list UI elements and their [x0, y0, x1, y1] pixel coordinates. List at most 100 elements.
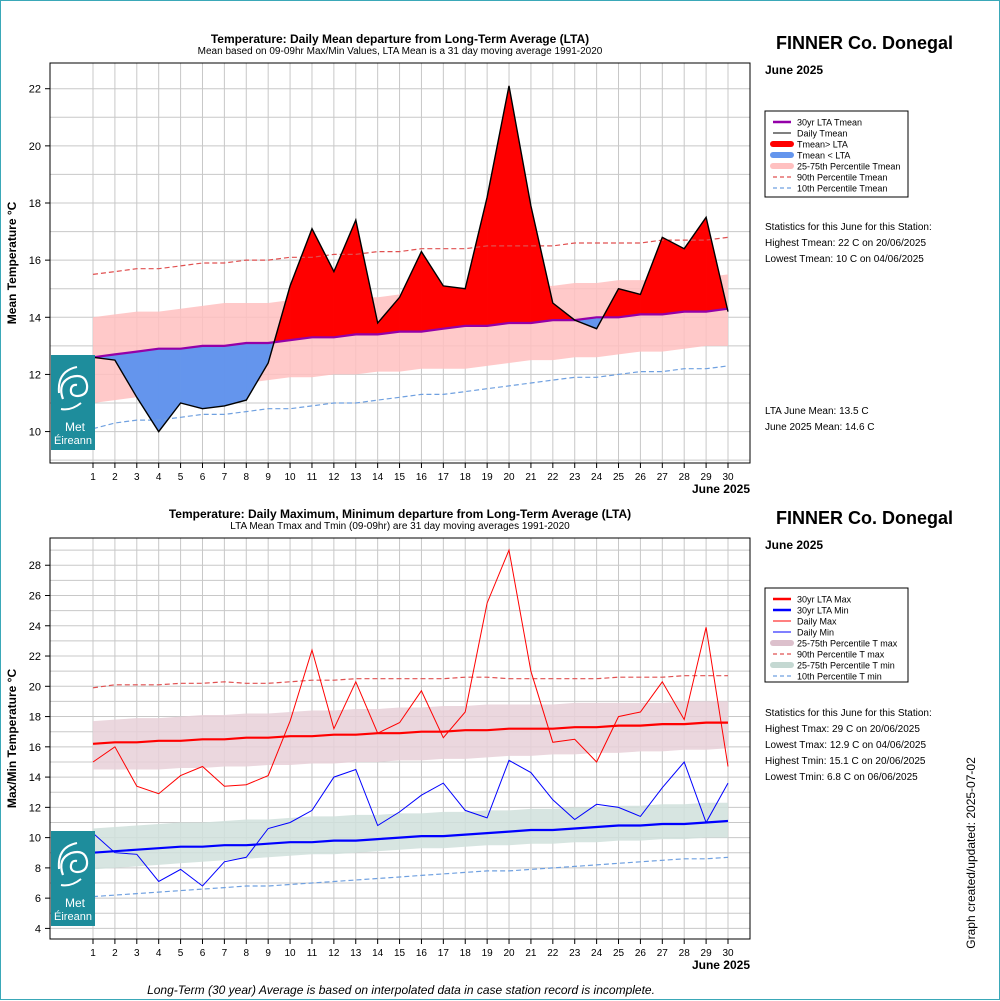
x-tick-label: 21	[525, 948, 537, 959]
y-tick-label: 26	[29, 591, 41, 603]
logo-background	[51, 831, 95, 926]
stats-header: Statistics for this June for this Statio…	[765, 708, 932, 719]
legend-label: 90th Percentile Tmean	[797, 173, 887, 183]
y-tick-label: 12	[29, 802, 41, 814]
x-tick-label: 10	[285, 948, 297, 959]
y-tick-label: 16	[29, 255, 41, 267]
x-axis-label: June 2025	[692, 482, 750, 496]
x-tick-label: 4	[156, 472, 162, 483]
legend-label: Daily Max	[797, 617, 837, 627]
y-tick-label: 18	[29, 712, 41, 724]
x-tick-label: 26	[635, 472, 647, 483]
x-tick-label: 3	[134, 472, 140, 483]
chart-subtitle: LTA Mean Tmax and Tmin (09-09hr) are 31 …	[230, 521, 570, 532]
stats-line: Lowest Tmean: 10 C on 04/06/2025	[765, 254, 924, 265]
stats-line: Highest Tmean: 22 C on 20/06/2025	[765, 238, 926, 249]
area-below-lta	[180, 345, 203, 410]
x-tick-label: 13	[350, 472, 362, 483]
x-tick-label: 7	[222, 948, 228, 959]
x-tick-label: 27	[657, 472, 669, 483]
x-tick-label: 15	[394, 948, 406, 959]
y-tick-label: 20	[29, 141, 41, 153]
logo-tail	[60, 402, 82, 411]
stats-line: Lowest Tmax: 12.9 C on 04/06/2025	[765, 740, 926, 751]
x-tick-label: 19	[482, 948, 494, 959]
x-tick-label: 1	[90, 948, 96, 959]
legend-label: 30yr LTA Max	[797, 595, 852, 605]
stats-line: Highest Tmax: 29 C on 20/06/2025	[765, 724, 920, 735]
x-tick-label: 11	[307, 472, 318, 483]
x-tick-label: 20	[503, 472, 515, 483]
x-tick-label: 23	[569, 472, 581, 483]
logo-swirl	[60, 850, 89, 876]
x-tick-label: 29	[701, 472, 713, 483]
x-tick-label: 13	[350, 948, 362, 959]
x-tick-label: 14	[372, 948, 384, 959]
legend-label: 30yr LTA Tmean	[797, 118, 862, 128]
x-tick-label: 17	[438, 472, 450, 483]
x-tick-label: 5	[178, 948, 184, 959]
x-tick-label: 16	[416, 472, 428, 483]
area-above-lta	[443, 285, 466, 329]
logo-tail	[60, 878, 82, 887]
daily-max-line	[92, 548, 729, 795]
x-tick-label: 2	[112, 948, 118, 959]
summary-line: LTA June Mean: 13.5 C	[765, 406, 869, 417]
x-tick-label: 11	[307, 948, 318, 959]
updated-note: Graph created/updated: 2025-07-02	[964, 757, 978, 949]
y-tick-label: 14	[29, 312, 41, 324]
x-tick-label: 10	[285, 472, 297, 483]
stats-line: Lowest Tmin: 6.8 C on 06/06/2025	[765, 772, 918, 783]
station-name: FINNER Co. Donegal	[776, 33, 953, 53]
logo-text-eireann: Éireann	[54, 910, 92, 923]
y-tick-label: 14	[29, 772, 41, 784]
x-tick-label: 4	[156, 948, 162, 959]
legend-label: 25-75th Percentile Tmean	[797, 162, 900, 172]
lta-mean-line	[92, 307, 729, 359]
logo-text-met: Met	[65, 420, 86, 434]
x-tick-label: 1	[90, 472, 96, 483]
y-tick-label: 10	[29, 833, 41, 845]
x-tick-label: 25	[613, 948, 625, 959]
x-tick-label: 5	[178, 472, 184, 483]
x-tick-label: 18	[460, 948, 472, 959]
legend-label: 90th Percentile T max	[797, 650, 885, 660]
x-tick-label: 14	[372, 472, 384, 483]
y-tick-label: 4	[35, 923, 41, 935]
area-below-lta	[202, 345, 225, 409]
legend-label: 25-75th Percentile T max	[797, 639, 898, 649]
logo-background	[51, 355, 95, 450]
summary-line: June 2025 Mean: 14.6 C	[765, 422, 875, 433]
p10-line	[92, 365, 729, 430]
logo-text-met: Met	[65, 896, 86, 910]
chart-1: Temperature: Daily Mean departure from L…	[5, 32, 953, 496]
x-axis-label: June 2025	[692, 958, 750, 972]
x-tick-label: 30	[722, 472, 734, 483]
p90-tmax-line	[92, 675, 728, 689]
x-tick-label: 25	[613, 472, 625, 483]
month-label: June 2025	[765, 538, 823, 552]
chart-title: Temperature: Daily Maximum, Minimum depa…	[169, 507, 631, 521]
x-tick-label: 18	[460, 472, 472, 483]
x-tick-label: 24	[591, 948, 603, 959]
y-tick-label: 18	[29, 198, 41, 210]
x-tick-label: 28	[679, 948, 691, 959]
x-tick-label: 29	[701, 948, 713, 959]
legend-label: 25-75th Percentile T min	[797, 661, 895, 671]
y-tick-label: 22	[29, 651, 41, 663]
legend-label: Daily Tmean	[797, 129, 847, 139]
legend-label: 30yr LTA Min	[797, 606, 849, 616]
x-tick-label: 23	[569, 948, 581, 959]
y-tick-label: 20	[29, 681, 41, 693]
x-tick-label: 16	[416, 948, 428, 959]
x-tick-label: 30	[722, 948, 734, 959]
x-tick-label: 15	[394, 472, 406, 483]
x-tick-label: 22	[547, 472, 559, 483]
x-tick-label: 24	[591, 472, 603, 483]
y-tick-label: 24	[29, 621, 41, 633]
daily-min-line	[92, 759, 729, 887]
lta-max-line	[92, 721, 728, 745]
y-axis-label: Mean Temperature °C	[5, 201, 19, 324]
